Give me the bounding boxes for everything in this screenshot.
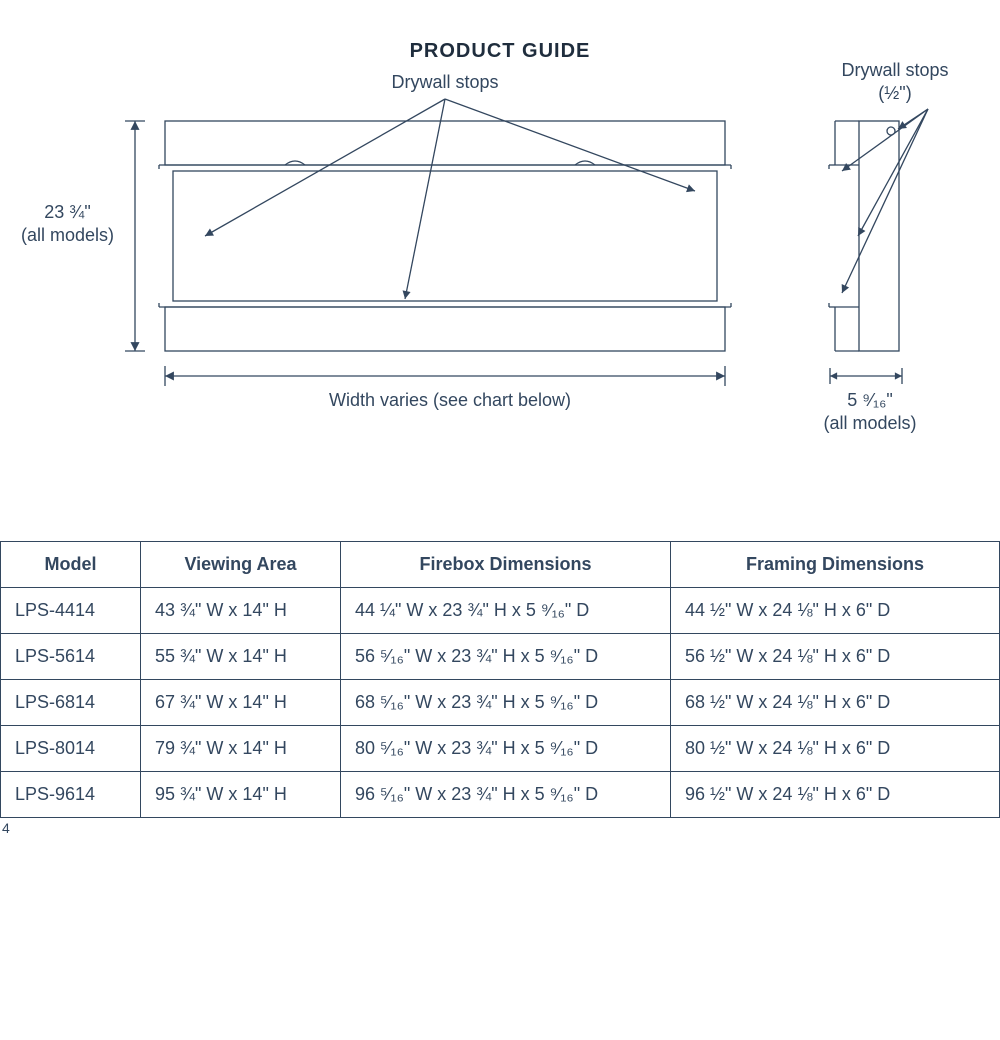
table-cell: 68 ⁵⁄₁₆" W x 23 ¾" H x 5 ⁹⁄₁₆" D [341, 680, 671, 726]
table-cell: LPS-5614 [1, 634, 141, 680]
table-cell: 55 ¾" W x 14" H [141, 634, 341, 680]
table-cell: 96 ⁵⁄₁₆" W x 23 ¾" H x 5 ⁹⁄₁₆" D [341, 772, 671, 818]
table-cell: 95 ¾" W x 14" H [141, 772, 341, 818]
table-cell: 80 ½" W x 24 ⅛" H x 6" D [671, 726, 1000, 772]
table-cell: 68 ½" W x 24 ⅛" H x 6" D [671, 680, 1000, 726]
table-cell: 43 ¾" W x 14" H [141, 588, 341, 634]
table-cell: 79 ¾" W x 14" H [141, 726, 341, 772]
label-width: Width varies (see chart below) [300, 389, 600, 412]
table-row: LPS-561455 ¾" W x 14" H56 ⁵⁄₁₆" W x 23 ¾… [1, 634, 1000, 680]
table-cell: 44 ½" W x 24 ⅛" H x 6" D [671, 588, 1000, 634]
dimensions-table: ModelViewing AreaFirebox DimensionsFrami… [0, 541, 1000, 818]
table-row: LPS-961495 ¾" W x 14" H96 ⁵⁄₁₆" W x 23 ¾… [1, 772, 1000, 818]
table-header: Model [1, 542, 141, 588]
table-cell: 67 ¾" W x 14" H [141, 680, 341, 726]
table-cell: 44 ¼" W x 23 ¾" H x 5 ⁹⁄₁₆" D [341, 588, 671, 634]
table-cell: 80 ⁵⁄₁₆" W x 23 ¾" H x 5 ⁹⁄₁₆" D [341, 726, 671, 772]
product-diagram: Drywall stops Drywall stops(½") 23 ¾"(al… [0, 71, 1000, 471]
label-drywall-front: Drywall stops [370, 71, 520, 94]
table-header: Viewing Area [141, 542, 341, 588]
table-cell: LPS-6814 [1, 680, 141, 726]
dimensions-table-wrap: ModelViewing AreaFirebox DimensionsFrami… [0, 541, 1000, 836]
table-cell: LPS-8014 [1, 726, 141, 772]
table-header: Firebox Dimensions [341, 542, 671, 588]
table-row: LPS-801479 ¾" W x 14" H80 ⁵⁄₁₆" W x 23 ¾… [1, 726, 1000, 772]
label-height: 23 ¾"(all models) [10, 201, 125, 248]
table-cell: 56 ½" W x 24 ⅛" H x 6" D [671, 634, 1000, 680]
table-row: LPS-441443 ¾" W x 14" H44 ¼" W x 23 ¾" H… [1, 588, 1000, 634]
label-depth: 5 ⁹⁄₁₆"(all models) [815, 389, 925, 436]
table-cell: LPS-9614 [1, 772, 141, 818]
table-cell: 56 ⁵⁄₁₆" W x 23 ¾" H x 5 ⁹⁄₁₆" D [341, 634, 671, 680]
page-number: 4 [2, 820, 1000, 836]
table-header: Framing Dimensions [671, 542, 1000, 588]
label-drywall-side: Drywall stops(½") [820, 59, 970, 106]
table-row: LPS-681467 ¾" W x 14" H68 ⁵⁄₁₆" W x 23 ¾… [1, 680, 1000, 726]
table-cell: LPS-4414 [1, 588, 141, 634]
table-cell: 96 ½" W x 24 ⅛" H x 6" D [671, 772, 1000, 818]
